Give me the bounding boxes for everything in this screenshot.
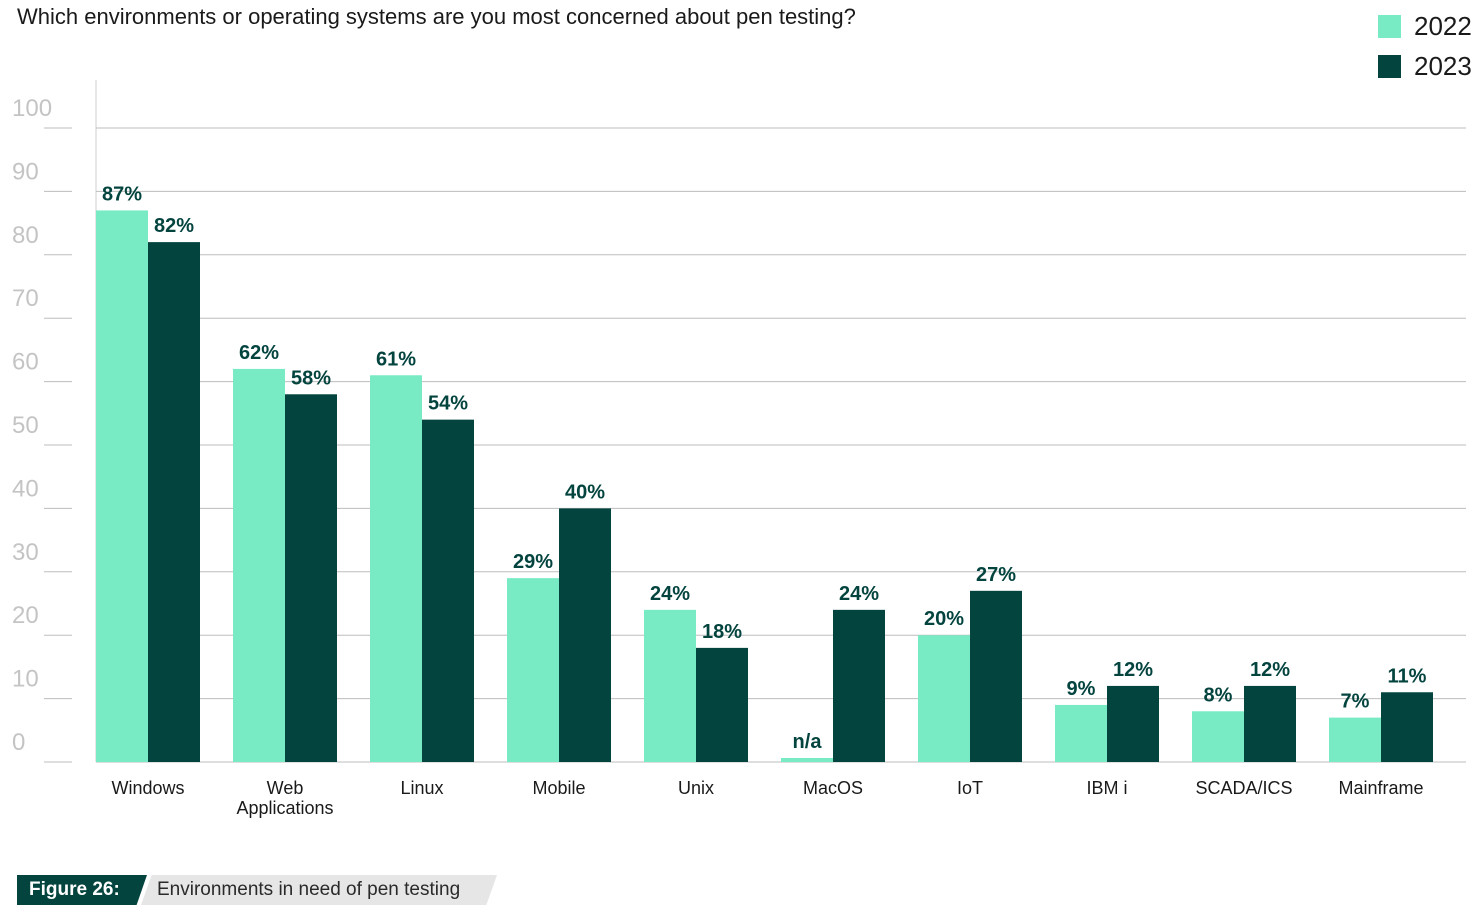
y-tick-label: 90 <box>12 158 39 185</box>
bar-2022-macos <box>781 758 833 762</box>
data-label: 18% <box>702 621 742 643</box>
data-label: 11% <box>1388 665 1427 687</box>
bar-2023-web-applications <box>285 394 337 762</box>
data-label: 61% <box>376 348 416 370</box>
bar-chart: 0 10 20 30 40 50 60 70 80 90 100 87% 82% Windows 62% 58… <box>12 80 1466 818</box>
y-tick-label: 60 <box>12 349 39 376</box>
bar-2023-unix <box>696 647 748 762</box>
bar-2023-macos <box>833 609 885 762</box>
data-label: 7% <box>1341 691 1370 713</box>
x-tick-label: SCADA/ICS <box>1195 778 1292 798</box>
x-tick-label: Mainframe <box>1338 778 1423 798</box>
x-tick-label: IoT <box>957 778 983 798</box>
x-tick-label: IBM i <box>1086 778 1127 798</box>
bar-2022-web-applications <box>233 368 285 762</box>
bar-2023-ibm-i <box>1107 685 1159 762</box>
legend-swatch-2022 <box>1378 14 1401 38</box>
data-label: 29% <box>513 551 553 573</box>
y-tick-label: 70 <box>12 285 39 312</box>
bar-2022-scada-ics <box>1192 711 1244 762</box>
y-tick-label: 40 <box>12 475 39 502</box>
data-label: 62% <box>239 342 279 364</box>
bar-2023-scada-ics <box>1244 685 1296 762</box>
bar-2022-linux <box>370 375 422 762</box>
legend-label-2022: 2022 <box>1414 10 1472 41</box>
bar-2023-mainframe <box>1381 692 1433 762</box>
data-label: 24% <box>650 583 690 605</box>
data-label: 40% <box>565 481 605 503</box>
y-tick-label: 100 <box>12 95 52 122</box>
data-label: n/a <box>793 731 823 753</box>
legend: 2022 2023 <box>1378 6 1472 86</box>
bar-2022-windows <box>96 210 148 763</box>
y-tick-label: 30 <box>12 539 39 566</box>
legend-item-2023: 2023 <box>1378 46 1472 86</box>
y-tick-label: 0 <box>12 729 25 756</box>
bar-2023-windows <box>148 242 200 762</box>
data-label: 58% <box>291 367 331 389</box>
bar-2023-linux <box>422 419 474 762</box>
y-tick-label: 20 <box>12 602 39 629</box>
data-label: 87% <box>102 183 142 205</box>
figure-caption: Environments in need of pen testing <box>141 875 497 905</box>
bar-2022-ibm-i <box>1055 704 1107 762</box>
bar-2022-mobile <box>507 578 559 762</box>
y-tick-label: 10 <box>12 666 39 693</box>
x-tick-label: Mobile <box>532 778 585 798</box>
data-label: 8% <box>1204 684 1233 706</box>
data-label: 9% <box>1067 678 1096 700</box>
bar-2023-mobile <box>559 508 611 762</box>
x-tick-label: Applications <box>236 798 333 818</box>
figure-number: Figure 26: <box>17 875 147 905</box>
data-label: 12% <box>1113 659 1153 681</box>
data-label: 24% <box>839 583 879 605</box>
bar-2023-iot <box>970 590 1022 762</box>
data-label: 82% <box>154 215 194 237</box>
bar-2022-iot <box>918 635 970 762</box>
data-label: 54% <box>428 393 468 415</box>
x-tick-label: Linux <box>400 778 443 798</box>
x-tick-label: Web <box>267 778 304 798</box>
data-label: 12% <box>1250 659 1290 681</box>
legend-label-2023: 2023 <box>1414 50 1472 81</box>
x-tick-label: MacOS <box>803 778 863 798</box>
data-label: 20% <box>924 608 964 630</box>
y-tick-label: 50 <box>12 412 39 439</box>
data-label: 27% <box>976 564 1016 586</box>
chart-title: Which environments or operating systems … <box>17 4 856 29</box>
x-tick-label: Windows <box>111 778 184 798</box>
legend-item-2022: 2022 <box>1378 6 1472 46</box>
x-tick-label: Unix <box>678 778 714 798</box>
legend-swatch-2023 <box>1378 54 1401 78</box>
y-tick-label: 80 <box>12 222 39 249</box>
bar-2022-mainframe <box>1329 717 1381 762</box>
bar-2022-unix <box>644 609 696 762</box>
